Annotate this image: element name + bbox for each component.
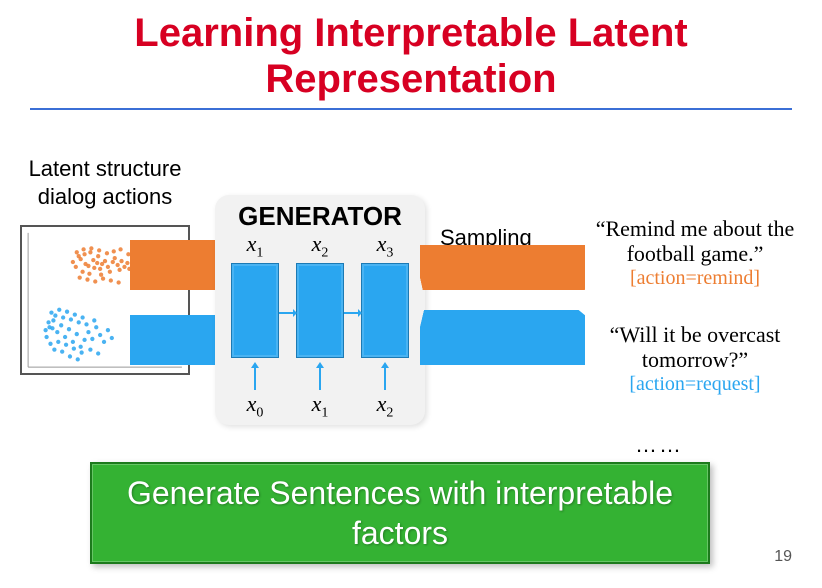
output-text-2: “Will it be overcast tomorrow?” bbox=[575, 322, 815, 373]
x-top-1: x1 bbox=[231, 231, 279, 261]
generator-label: GENERATOR bbox=[215, 201, 425, 232]
page-number: 19 bbox=[774, 548, 792, 566]
generator-bottom-labels: x0 x1 x2 bbox=[231, 391, 409, 421]
x-bot-0: x0 bbox=[231, 391, 279, 421]
banner: Generate Sentences with interpretable fa… bbox=[90, 462, 710, 564]
x-bot-1: x1 bbox=[296, 391, 344, 421]
output-action-1: [action=remind] bbox=[575, 267, 815, 290]
arrow-blue-right bbox=[420, 310, 585, 365]
generator-box: GENERATOR x1 x2 x3 x0 x1 x2 bbox=[215, 195, 425, 425]
generator-cells bbox=[231, 263, 409, 358]
slide-title: Learning Interpretable Latent Representa… bbox=[0, 0, 822, 108]
x-bot-2: x2 bbox=[361, 391, 409, 421]
title-underline bbox=[30, 108, 792, 110]
rnn-cell-2 bbox=[296, 263, 344, 358]
output-sentence-1: “Remind me about the football game.” [ac… bbox=[575, 216, 815, 290]
generator-top-labels: x1 x2 x3 bbox=[231, 231, 409, 261]
output-text-1: “Remind me about the football game.” bbox=[575, 216, 815, 267]
x-top-3: x3 bbox=[361, 231, 409, 261]
rnn-cell-3 bbox=[361, 263, 409, 358]
latent-structure-label: Latent structure dialog actions bbox=[10, 155, 200, 210]
rnn-cell-1 bbox=[231, 263, 279, 358]
x-top-2: x2 bbox=[296, 231, 344, 261]
arrow-orange-right bbox=[420, 245, 585, 290]
output-action-2: [action=request] bbox=[575, 373, 815, 396]
ellipsis: …… bbox=[635, 432, 683, 458]
inner-h-arrow-1 bbox=[279, 308, 297, 318]
inner-h-arrow-2 bbox=[344, 308, 362, 318]
output-sentence-2: “Will it be overcast tomorrow?” [action=… bbox=[575, 322, 815, 396]
